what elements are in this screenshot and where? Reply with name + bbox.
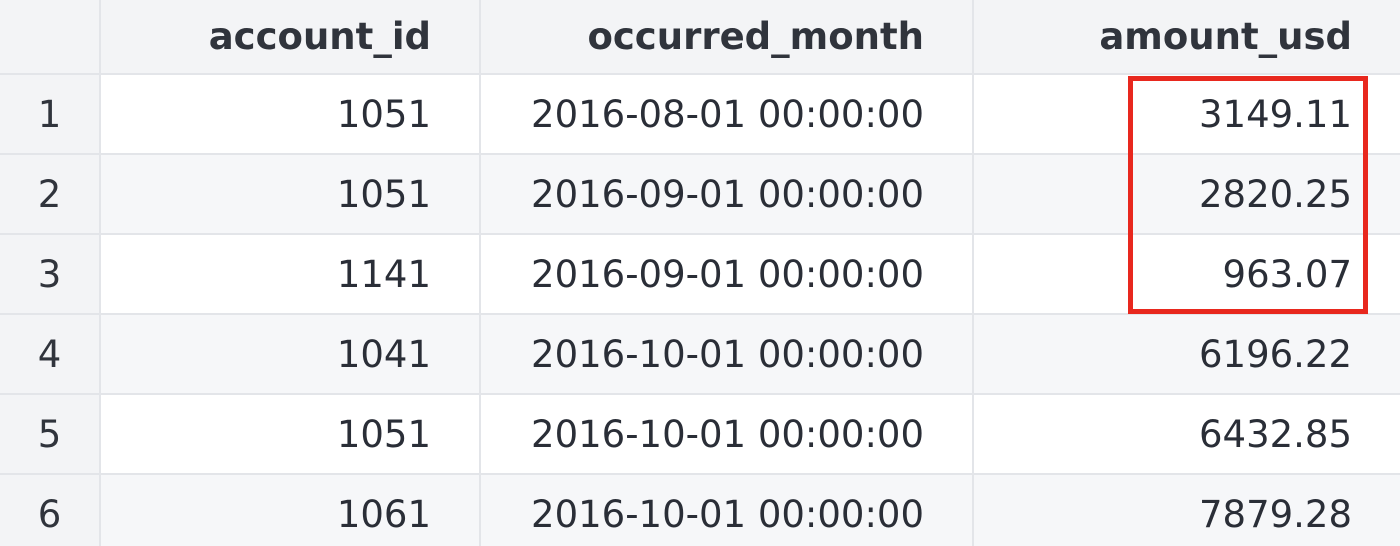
cell-occurred-month: 2016-09-01 00:00:00 bbox=[479, 153, 974, 235]
cell-occurred-month: 2016-10-01 00:00:00 bbox=[479, 313, 974, 395]
column-header-amount-usd[interactable]: amount_usd bbox=[972, 0, 1400, 75]
cell-amount-usd: 2820.25 bbox=[972, 153, 1400, 235]
cell-account-id: 1051 bbox=[99, 393, 481, 475]
column-header-occurred-month[interactable]: occurred_month bbox=[479, 0, 974, 75]
cell-occurred-month: 2016-10-01 00:00:00 bbox=[479, 473, 974, 546]
cell-occurred-month: 2016-10-01 00:00:00 bbox=[479, 393, 974, 475]
cell-occurred-month: 2016-08-01 00:00:00 bbox=[479, 73, 974, 155]
cell-amount-usd: 6432.85 bbox=[972, 393, 1400, 475]
index-header bbox=[0, 0, 101, 75]
row-index: 6 bbox=[0, 473, 101, 546]
table-row: 1 1051 2016-08-01 00:00:00 3149.11 bbox=[0, 73, 1400, 155]
cell-account-id: 1041 bbox=[99, 313, 481, 395]
row-index: 5 bbox=[0, 393, 101, 475]
table-row: 4 1041 2016-10-01 00:00:00 6196.22 bbox=[0, 313, 1400, 395]
header-row: account_id occurred_month amount_usd bbox=[0, 0, 1400, 75]
table-row: 6 1061 2016-10-01 00:00:00 7879.28 bbox=[0, 473, 1400, 546]
cell-account-id: 1051 bbox=[99, 153, 481, 235]
table-row: 3 1141 2016-09-01 00:00:00 963.07 bbox=[0, 233, 1400, 315]
cell-occurred-month: 2016-09-01 00:00:00 bbox=[479, 233, 974, 315]
cell-account-id: 1061 bbox=[99, 473, 481, 546]
row-index: 2 bbox=[0, 153, 101, 235]
cell-amount-usd: 6196.22 bbox=[972, 313, 1400, 395]
cell-amount-usd: 3149.11 bbox=[972, 73, 1400, 155]
row-index: 4 bbox=[0, 313, 101, 395]
table-row: 2 1051 2016-09-01 00:00:00 2820.25 bbox=[0, 153, 1400, 235]
cell-account-id: 1051 bbox=[99, 73, 481, 155]
row-index: 1 bbox=[0, 73, 101, 155]
column-header-account-id[interactable]: account_id bbox=[99, 0, 481, 75]
row-index: 3 bbox=[0, 233, 101, 315]
cell-account-id: 1141 bbox=[99, 233, 481, 315]
table-row: 5 1051 2016-10-01 00:00:00 6432.85 bbox=[0, 393, 1400, 475]
cell-amount-usd: 7879.28 bbox=[972, 473, 1400, 546]
cell-amount-usd: 963.07 bbox=[972, 233, 1400, 315]
